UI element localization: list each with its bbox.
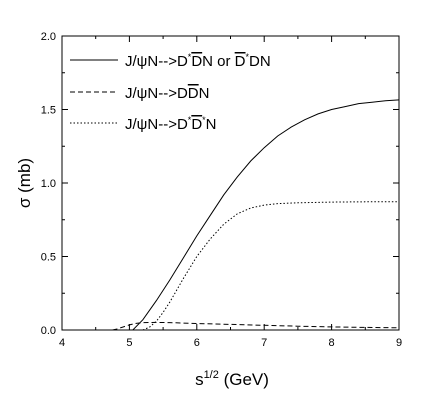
legend: J/ψN-->D*DN or D*DN J/ψN-->DDN J/ψN-->D*…	[70, 52, 271, 133]
legend-label-2: J/ψN-->DDN	[125, 85, 209, 102]
x-tick-label: 5	[126, 337, 132, 349]
axis-ticks	[61, 35, 400, 331]
series-line-3	[142, 201, 400, 331]
x-tick-label: 4	[59, 337, 65, 349]
y-axis-label: σ (mb)	[15, 158, 34, 208]
y-tick-label: 0.5	[41, 252, 56, 264]
x-tick-label: 7	[261, 337, 267, 349]
x-tick-label: 6	[194, 337, 200, 349]
series-lines	[112, 99, 400, 331]
legend-label-1: J/ψN-->D*DN or D*DN	[125, 52, 271, 70]
plot-frame	[61, 35, 400, 331]
x-tick-label: 8	[329, 337, 335, 349]
x-tick-label: 9	[396, 337, 402, 349]
y-tick-label: 0.0	[41, 325, 56, 337]
y-tick-label: 1.5	[41, 105, 56, 117]
tick-labels: 4 5 6 7 8 9 0.0 0.5 1.0 1.5 2.0	[41, 31, 402, 349]
series-line-2	[112, 321, 400, 331]
series-line-1	[132, 99, 400, 331]
y-tick-label: 1.0	[41, 178, 56, 190]
y-tick-label: 2.0	[41, 31, 56, 43]
legend-label-3: J/ψN-->D*D*N	[125, 115, 217, 133]
x-axis-label: s1/2 (GeV)	[195, 369, 269, 389]
